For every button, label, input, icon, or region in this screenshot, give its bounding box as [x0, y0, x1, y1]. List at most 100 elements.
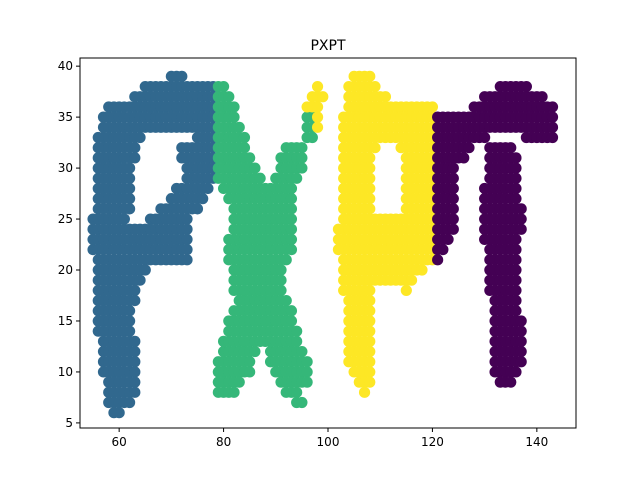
data-point	[301, 366, 313, 378]
data-point	[426, 101, 439, 113]
data-point	[317, 91, 329, 103]
data-point	[285, 315, 298, 327]
x-tick-label: 80	[216, 435, 231, 449]
y-tick-label: 15	[58, 314, 73, 328]
data-point	[311, 80, 324, 93]
data-point	[228, 101, 240, 113]
data-point	[296, 142, 308, 154]
data-point	[181, 244, 193, 256]
data-point	[134, 131, 146, 144]
data-point	[510, 152, 522, 164]
data-point	[510, 366, 522, 378]
data-point	[306, 131, 318, 144]
data-point	[124, 172, 136, 184]
data-point	[515, 345, 527, 358]
data-point	[405, 274, 418, 286]
data-point	[249, 162, 261, 174]
data-point	[311, 111, 324, 123]
chart-title: PXPT	[310, 38, 345, 54]
data-point	[285, 193, 298, 205]
data-point	[364, 335, 376, 347]
data-point	[280, 294, 292, 307]
data-point	[129, 335, 141, 347]
data-point	[244, 366, 256, 378]
data-point	[515, 213, 527, 225]
data-point	[510, 254, 522, 266]
data-point	[275, 264, 287, 276]
y-tick-label: 40	[58, 59, 73, 73]
data-point	[124, 325, 136, 337]
data-point	[291, 325, 303, 337]
data-point	[296, 162, 308, 174]
data-point	[129, 142, 141, 154]
data-point	[546, 131, 559, 144]
data-point	[291, 335, 303, 347]
data-point	[364, 284, 376, 296]
data-point	[296, 345, 308, 358]
data-point	[129, 294, 141, 307]
data-point	[249, 345, 261, 358]
data-point	[505, 142, 517, 154]
y-axis: 5 10 15 20 25 30 35 40	[58, 59, 80, 430]
data-point	[364, 325, 376, 337]
data-point	[447, 203, 459, 215]
data-point	[515, 335, 527, 347]
data-point	[515, 325, 527, 337]
data-point	[416, 264, 428, 276]
data-point	[197, 193, 209, 205]
data-point	[124, 193, 136, 205]
data-point	[113, 407, 125, 419]
data-point	[129, 386, 141, 398]
data-point	[280, 254, 292, 266]
data-point	[124, 396, 136, 409]
data-point	[364, 193, 376, 205]
data-point	[510, 172, 522, 184]
x-axis: 60 80 100 120 140	[112, 428, 548, 449]
x-tick-label: 120	[421, 435, 444, 449]
data-point	[129, 356, 141, 368]
data-point	[536, 91, 548, 103]
data-point	[364, 376, 376, 388]
data-point	[223, 91, 235, 103]
data-point	[364, 182, 376, 195]
data-point	[437, 244, 449, 256]
data-point	[244, 356, 256, 368]
x-tick-label: 60	[112, 435, 127, 449]
data-point	[134, 274, 146, 286]
data-point	[364, 162, 376, 174]
data-point	[510, 305, 522, 317]
data-point	[296, 152, 308, 164]
data-point	[546, 121, 559, 133]
data-point	[275, 274, 287, 286]
data-point	[139, 264, 151, 276]
data-point	[364, 305, 376, 317]
data-point	[296, 396, 308, 409]
data-point	[510, 284, 522, 296]
data-point	[364, 345, 376, 358]
data-point	[364, 315, 376, 327]
data-point	[244, 152, 256, 164]
data-point	[301, 356, 313, 368]
data-point	[129, 366, 141, 378]
data-point	[458, 152, 470, 164]
data-point	[311, 101, 324, 113]
data-point	[301, 376, 313, 388]
data-point	[447, 213, 459, 225]
data-point	[181, 223, 193, 235]
data-point	[285, 233, 298, 246]
data-point	[510, 182, 522, 195]
data-point	[118, 213, 130, 225]
data-point	[442, 233, 454, 246]
data-point	[233, 121, 245, 133]
data-point	[400, 284, 412, 296]
y-tick-label: 10	[58, 365, 73, 379]
data-point	[285, 223, 298, 235]
data-point	[285, 305, 298, 317]
data-point	[311, 121, 324, 133]
y-tick-label: 5	[65, 416, 73, 430]
data-point	[515, 203, 527, 215]
data-point	[275, 284, 287, 296]
data-point	[520, 80, 533, 93]
y-tick-label: 30	[58, 161, 73, 175]
